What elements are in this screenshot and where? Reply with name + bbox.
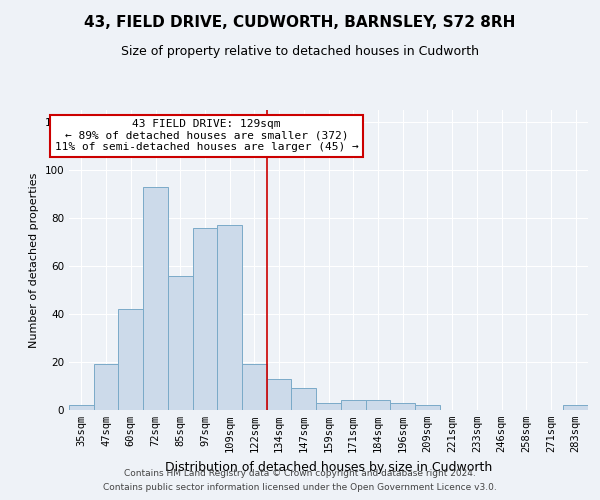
Y-axis label: Number of detached properties: Number of detached properties [29, 172, 39, 348]
Text: Contains HM Land Registry data © Crown copyright and database right 2024.: Contains HM Land Registry data © Crown c… [124, 468, 476, 477]
Bar [217, 225, 242, 410]
Text: 43 FIELD DRIVE: 129sqm
← 89% of detached houses are smaller (372)
11% of semi-de: 43 FIELD DRIVE: 129sqm ← 89% of detached… [55, 119, 358, 152]
Bar [94, 364, 118, 410]
Bar [193, 228, 217, 410]
Bar [415, 405, 440, 410]
Bar [69, 405, 94, 410]
X-axis label: Distribution of detached houses by size in Cudworth: Distribution of detached houses by size … [165, 460, 492, 473]
Bar [118, 309, 143, 410]
Bar [341, 400, 365, 410]
Bar [168, 276, 193, 410]
Text: Contains public sector information licensed under the Open Government Licence v3: Contains public sector information licen… [103, 484, 497, 492]
Bar [242, 364, 267, 410]
Bar [563, 405, 588, 410]
Bar [267, 379, 292, 410]
Text: 43, FIELD DRIVE, CUDWORTH, BARNSLEY, S72 8RH: 43, FIELD DRIVE, CUDWORTH, BARNSLEY, S72… [85, 15, 515, 30]
Bar [143, 187, 168, 410]
Bar [390, 403, 415, 410]
Bar [292, 388, 316, 410]
Bar [316, 403, 341, 410]
Bar [365, 400, 390, 410]
Text: Size of property relative to detached houses in Cudworth: Size of property relative to detached ho… [121, 45, 479, 58]
